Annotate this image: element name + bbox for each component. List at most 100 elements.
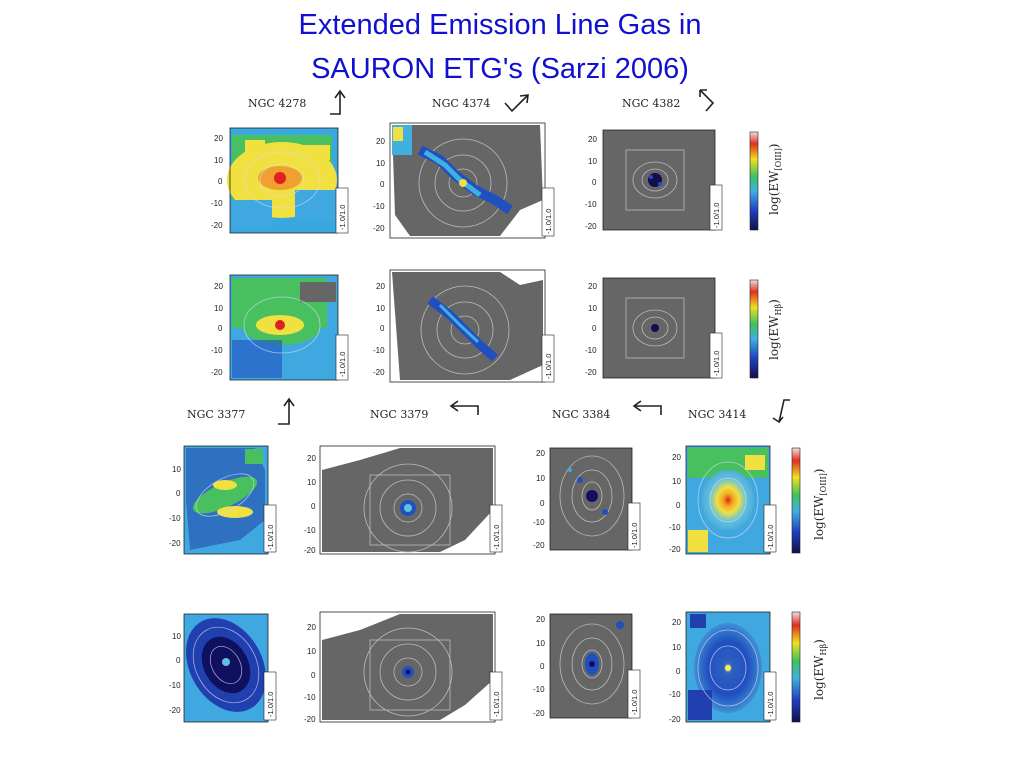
map-panel-ngc3377-hbeta: -1.0/1.0: [183, 613, 277, 723]
svg-text:10: 10: [672, 477, 681, 486]
svg-text:0: 0: [380, 324, 385, 333]
svg-text:-10: -10: [211, 199, 223, 208]
scale-label: -1.0/1.0: [766, 525, 775, 550]
map-panel-ngc3379-oiii: -1.0/1.0: [319, 445, 503, 555]
y-axis-ticks: 10 0 -10 -20: [169, 465, 181, 548]
colorbar-oiii-bottom: log(EW[OIII]): [791, 447, 828, 554]
scale-label: -1.0/1.0: [544, 209, 553, 234]
svg-text:-20: -20: [304, 546, 316, 555]
svg-text:-20: -20: [211, 221, 223, 230]
svg-text:10: 10: [588, 304, 597, 313]
svg-text:-20: -20: [373, 224, 385, 233]
y-axis-ticks: 20 10 0 -10 -20: [373, 282, 385, 377]
svg-text:20: 20: [588, 282, 597, 291]
orientation-arrow-icon: [449, 400, 479, 415]
svg-text:-10: -10: [211, 346, 223, 355]
svg-text:-10: -10: [304, 526, 316, 535]
orientation-arrow-icon: [278, 397, 295, 425]
svg-text:-20: -20: [211, 368, 223, 377]
colorbar-hbeta-bottom: log(EWHβ): [791, 611, 828, 723]
y-axis-ticks: 20 10 0 -10 -20: [585, 135, 597, 231]
svg-text:-10: -10: [533, 685, 545, 694]
svg-text:10: 10: [588, 157, 597, 166]
svg-text:log(EW[OIII]): log(EW[OIII]): [767, 144, 783, 216]
svg-text:0: 0: [592, 178, 597, 187]
svg-text:10: 10: [172, 465, 181, 474]
svg-text:-10: -10: [669, 690, 681, 699]
scale-label: -1.0/1.0: [266, 692, 275, 717]
svg-text:20: 20: [214, 282, 223, 291]
svg-text:-20: -20: [169, 539, 181, 548]
slide-title-line-2: SAURON ETG's (Sarzi 2006): [311, 53, 689, 85]
orientation-arrow-icon: [330, 89, 346, 115]
map-panel-ngc3384-oiii: -1.0/1.0: [549, 447, 641, 551]
y-axis-ticks: 20 10 0 -10 -20: [211, 282, 223, 377]
map-panel-ngc4382-hbeta: -1.0/1.0: [602, 277, 723, 379]
svg-text:-20: -20: [533, 541, 545, 550]
svg-text:10: 10: [672, 643, 681, 652]
svg-text:0: 0: [311, 671, 316, 680]
svg-text:10: 10: [214, 156, 223, 165]
svg-text:20: 20: [307, 623, 316, 632]
map-panel-ngc4374-oiii: -1.0/1.0: [389, 122, 555, 239]
map-panel-ngc4278-hbeta: -1.0/1.0: [229, 274, 349, 381]
y-axis-ticks: 20 10 0 -10 -20: [585, 282, 597, 377]
svg-text:-10: -10: [373, 202, 385, 211]
y-axis-ticks: 20 10 0 -10 -20: [211, 134, 223, 230]
svg-text:0: 0: [676, 501, 681, 510]
svg-text:-10: -10: [669, 523, 681, 532]
map-panel-ngc3414-hbeta: -1.0/1.0: [685, 611, 777, 723]
svg-text:-10: -10: [169, 681, 181, 690]
svg-text:0: 0: [592, 324, 597, 333]
scale-label: -1.0/1.0: [492, 525, 501, 550]
galaxy-label-ngc4382: NGC 4382: [622, 97, 680, 110]
y-axis-ticks: 20 10 0 -10 -20: [373, 137, 385, 233]
map-panel-ngc3414-oiii: -1.0/1.0: [685, 445, 777, 555]
orientation-arrow-icon: [504, 94, 529, 113]
svg-text:-20: -20: [533, 709, 545, 718]
scale-label: -1.0/1.0: [544, 354, 553, 379]
svg-text:20: 20: [672, 618, 681, 627]
svg-text:0: 0: [176, 656, 181, 665]
orientation-arrow-icon: [632, 400, 662, 415]
svg-text:-10: -10: [585, 346, 597, 355]
scale-label: -1.0/1.0: [492, 692, 501, 717]
svg-text:0: 0: [176, 489, 181, 498]
svg-text:-10: -10: [304, 693, 316, 702]
svg-text:-20: -20: [669, 715, 681, 724]
svg-text:-10: -10: [533, 518, 545, 527]
orientation-arrow-icon: [772, 399, 790, 424]
svg-text:20: 20: [536, 615, 545, 624]
svg-text:10: 10: [376, 159, 385, 168]
svg-text:-20: -20: [373, 368, 385, 377]
svg-text:20: 20: [376, 282, 385, 291]
colorbar-hbeta: log(EWHβ): [749, 279, 783, 379]
svg-text:-20: -20: [585, 368, 597, 377]
galaxy-label-ngc4374: NGC 4374: [432, 97, 490, 110]
svg-text:0: 0: [218, 324, 223, 333]
svg-text:0: 0: [311, 502, 316, 511]
map-panel-ngc4382-oiii: -1.0/1.0: [602, 129, 723, 231]
map-panel-ngc3379-hbeta: -1.0/1.0: [319, 611, 503, 723]
y-axis-ticks: 20 10 0 -10 -20: [533, 449, 545, 550]
scale-label: -1.0/1.0: [630, 523, 639, 548]
y-axis-ticks: 20 10 0 -10 -20: [533, 615, 545, 718]
svg-text:10: 10: [307, 647, 316, 656]
svg-text:20: 20: [536, 449, 545, 458]
scale-label: -1.0/1.0: [712, 203, 721, 228]
svg-text:0: 0: [218, 177, 223, 186]
galaxy-label-ngc3379: NGC 3379: [370, 408, 428, 421]
galaxy-label-ngc3384: NGC 3384: [552, 408, 610, 421]
svg-text:-10: -10: [585, 200, 597, 209]
svg-text:10: 10: [536, 474, 545, 483]
svg-text:-10: -10: [373, 346, 385, 355]
svg-text:0: 0: [540, 662, 545, 671]
svg-text:10: 10: [214, 304, 223, 313]
map-panel-ngc4374-hbeta: -1.0/1.0: [389, 269, 555, 383]
scale-label: -1.0/1.0: [766, 692, 775, 717]
galaxy-label-ngc3377: NGC 3377: [187, 408, 245, 421]
svg-text:-20: -20: [304, 715, 316, 724]
svg-text:10: 10: [172, 632, 181, 641]
map-panel-ngc4278-oiii: -1.0/1.0: [227, 127, 349, 234]
svg-text:-10: -10: [169, 514, 181, 523]
